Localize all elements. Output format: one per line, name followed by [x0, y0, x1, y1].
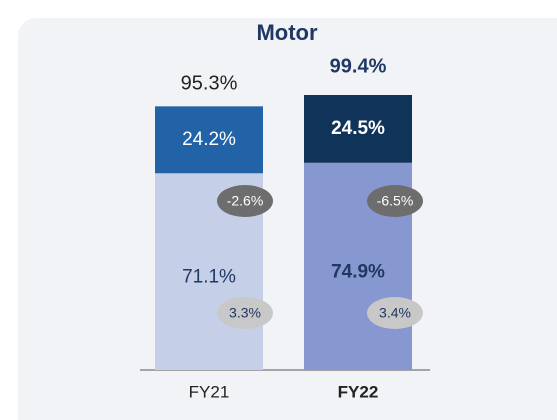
- annotation: -6.5%: [377, 193, 414, 209]
- total-label: 95.3%: [181, 73, 238, 95]
- annotation-bubble: [367, 297, 423, 329]
- card: [18, 18, 557, 420]
- value-label: 24.5%: [331, 118, 385, 139]
- value-label: 24.2%: [182, 129, 236, 150]
- total-label: 99.4%: [330, 55, 387, 77]
- annotation: -2.6%: [227, 193, 264, 209]
- value-label: 71.1%: [182, 267, 236, 288]
- annotation-bubble: [217, 185, 273, 217]
- x-tick-label: FY22: [338, 382, 379, 401]
- annotation-bubble: [217, 297, 273, 329]
- bar-segment: [155, 106, 263, 174]
- bar-segment: [304, 95, 412, 163]
- annotation: 3.4%: [379, 305, 411, 321]
- value-label: 74.9%: [331, 262, 385, 283]
- annotation: 3.3%: [229, 305, 261, 321]
- annotation-bubble: [367, 185, 423, 217]
- chart-title: Motor: [256, 20, 318, 45]
- x-tick-label: FY21: [189, 382, 230, 401]
